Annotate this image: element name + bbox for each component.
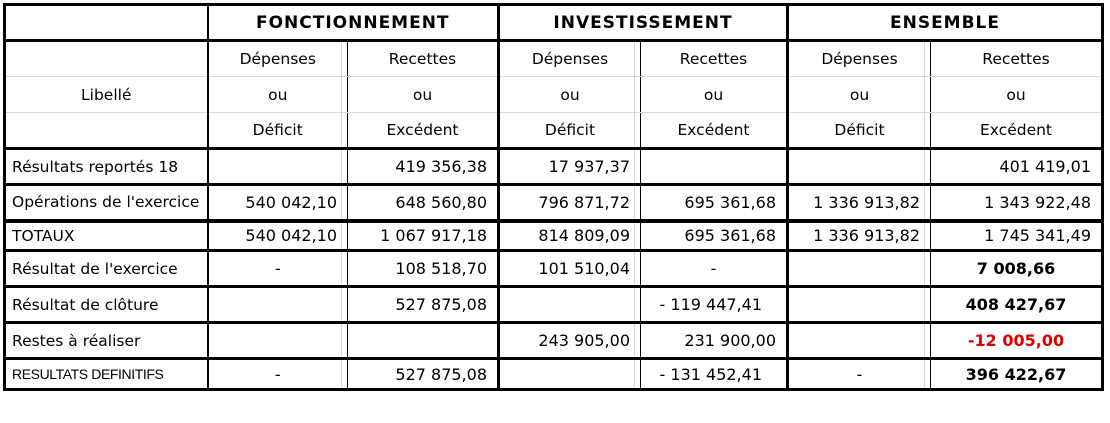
table-cell: 540 042,10	[207, 218, 348, 252]
table-cell: 1 745 341,49	[930, 218, 1103, 252]
table-cell: - 131 452,41	[640, 358, 789, 390]
table-cell: -	[787, 358, 931, 390]
table-cell: 401 419,01	[930, 148, 1103, 186]
col-header-excedent: Excédent	[640, 112, 789, 150]
group-ensemble: ENSEMBLE	[787, 4, 1103, 42]
col-header-depenses: Dépenses	[498, 40, 641, 77]
results-table: FONCTIONNEMENT INVESTISSEMENT ENSEMBLE D…	[3, 3, 1104, 391]
table-cell	[498, 358, 641, 390]
table-cell	[787, 322, 931, 360]
table-row-resultat-exercice: Résultat de l'exercice - 108 518,70 101 …	[4, 250, 1103, 288]
corner-cell	[4, 4, 209, 42]
table-cell: 527 875,08	[347, 358, 500, 390]
col-header-ou: ou	[498, 76, 641, 113]
col-header-recettes: Recettes	[640, 40, 789, 77]
col-header-ou: ou	[787, 76, 931, 113]
col-header-deficit: Déficit	[207, 112, 348, 150]
table-row-restes-a-realiser: Restes à réaliser 243 905,00 231 900,00 …	[4, 322, 1103, 360]
table-cell: 1 336 913,82	[787, 184, 931, 222]
row-label: Résultat de l'exercice	[4, 250, 209, 288]
table-cell: - 119 447,41	[640, 286, 789, 324]
table-row-totaux: TOTAUX 540 042,10 1 067 917,18 814 809,0…	[4, 218, 1103, 252]
col-header-ou: ou	[207, 76, 348, 113]
table-cell	[787, 148, 931, 186]
row-label: Opérations de l'exercice	[4, 184, 209, 222]
subheader-row-2: Libellé ou ou ou ou ou ou	[4, 76, 1103, 113]
col-header-deficit: Déficit	[498, 112, 641, 150]
group-fonctionnement: FONCTIONNEMENT	[207, 4, 500, 42]
table-row-resultats-definitifs: RESULTATS DEFINITIFS - 527 875,08 - 131 …	[4, 358, 1103, 390]
table-cell: 814 809,09	[498, 218, 641, 252]
col-header-recettes: Recettes	[930, 40, 1103, 77]
subheader-row-3: Déficit Excédent Déficit Excédent Défici…	[4, 112, 1103, 150]
table-row-resultat-cloture: Résultat de clôture 527 875,08 - 119 447…	[4, 286, 1103, 324]
table-cell: 695 361,68	[640, 218, 789, 252]
table-cell: 7 008,66	[930, 250, 1103, 288]
table-cell	[787, 250, 931, 288]
table-cell: 1 067 917,18	[347, 218, 500, 252]
col-header-recettes: Recettes	[347, 40, 500, 77]
table-row-resultats-reportes: Résultats reportés 18 419 356,38 17 937,…	[4, 148, 1103, 186]
table-cell: 648 560,80	[347, 184, 500, 222]
table-cell: 101 510,04	[498, 250, 641, 288]
col-header-ou: ou	[930, 76, 1103, 113]
table-cell: 108 518,70	[347, 250, 500, 288]
col-header-excedent: Excédent	[347, 112, 500, 150]
col-header-depenses: Dépenses	[787, 40, 931, 77]
col-header-excedent: Excédent	[930, 112, 1103, 150]
table-cell: 17 937,37	[498, 148, 641, 186]
row-label: RESULTATS DEFINITIFS	[4, 358, 209, 390]
row-label: Résultats reportés 18	[4, 148, 209, 186]
label-col-spacer	[4, 40, 209, 77]
label-column-title: Libellé	[4, 76, 209, 113]
table-cell: 527 875,08	[347, 286, 500, 324]
subheader-row-1: Dépenses Recettes Dépenses Recettes Dépe…	[4, 40, 1103, 77]
budget-sheet: FONCTIONNEMENT INVESTISSEMENT ENSEMBLE D…	[3, 3, 1104, 391]
col-header-depenses: Dépenses	[207, 40, 348, 77]
table-cell	[498, 286, 641, 324]
table-cell: -	[207, 250, 348, 288]
table-cell	[787, 286, 931, 324]
table-cell: 408 427,67	[930, 286, 1103, 324]
table-cell	[347, 322, 500, 360]
table-cell: 243 905,00	[498, 322, 641, 360]
table-cell: 540 042,10	[207, 184, 348, 222]
table-cell: -	[640, 250, 789, 288]
table-cell: 1 343 922,48	[930, 184, 1103, 222]
group-investissement: INVESTISSEMENT	[498, 4, 789, 42]
table-cell: 419 356,38	[347, 148, 500, 186]
table-cell: 396 422,67	[965, 364, 1067, 384]
table-cell	[207, 322, 348, 360]
table-cell	[207, 286, 348, 324]
col-header-ou: ou	[347, 76, 500, 113]
row-label: Résultat de clôture	[4, 286, 209, 324]
table-cell: 231 900,00	[640, 322, 789, 360]
table-row-operations-exercice: Opérations de l'exercice 540 042,10 648 …	[4, 184, 1103, 222]
row-label: Restes à réaliser	[4, 322, 209, 360]
table-cell: 796 871,72	[498, 184, 641, 222]
row-label: TOTAUX	[4, 218, 209, 252]
table-cell: 695 361,68	[640, 184, 789, 222]
group-header-row: FONCTIONNEMENT INVESTISSEMENT ENSEMBLE	[4, 4, 1103, 42]
col-header-ou: ou	[640, 76, 789, 113]
label-col-spacer	[4, 112, 209, 150]
table-cell: -	[207, 358, 348, 390]
table-cell-negative-total: -12 005,00	[930, 322, 1103, 360]
col-header-deficit: Déficit	[787, 112, 931, 150]
table-cell	[640, 148, 789, 186]
table-cell	[207, 148, 348, 186]
table-cell: 1 336 913,82	[787, 218, 931, 252]
